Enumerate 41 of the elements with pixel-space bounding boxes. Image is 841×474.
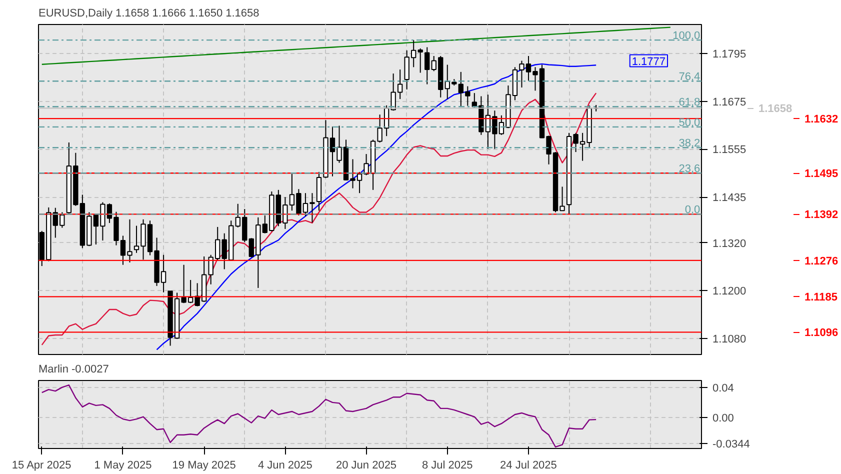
annotation: 1.1777 (632, 56, 666, 68)
x-tick-label: 24 Jul 2025 (500, 460, 557, 472)
annotation: 76,4 (678, 71, 700, 84)
x-tick-label: 20 Jun 2025 (336, 460, 397, 472)
y-tick-label: -0.0344 (712, 438, 750, 451)
y-tick-label: 1.1200 (712, 286, 746, 298)
annotation: 50,0 (678, 116, 700, 129)
ref-line-label: 1.1658 (758, 103, 792, 116)
annotation: 0.0 (684, 204, 700, 216)
ref-line-label: 1.1096 (804, 327, 838, 340)
y-tick-label: 1.1435 (712, 192, 746, 204)
line-series (41, 92, 597, 346)
x-tick-label: 1 May 2025 (94, 460, 152, 472)
annotation: 100.0 (672, 30, 700, 42)
annotation: 38,2 (678, 138, 700, 150)
candlestick (418, 48, 423, 74)
x-tick-label: 15 Apr 2025 (12, 460, 72, 472)
line-series (41, 384, 597, 448)
x-tick-label: 4 Jun 2025 (258, 460, 312, 472)
annotation: 61,8 (678, 96, 700, 109)
ref-line-label: 1.1495 (804, 168, 838, 180)
y-tick-label: 0.04 (712, 382, 734, 394)
x-tick-label: 19 May 2025 (172, 460, 236, 472)
y-tick-label: 1.1675 (712, 96, 746, 108)
y-tick-label: 1.1555 (712, 144, 746, 156)
line-series (156, 63, 597, 350)
annotation: 23,6 (678, 163, 700, 176)
y-tick-label: 1.1795 (712, 48, 746, 61)
candlestick (134, 225, 140, 254)
y-tick-label: 1.1080 (712, 334, 746, 346)
chart-title: Marlin -0.0027 (38, 364, 109, 376)
y-tick-label: 1.1320 (712, 238, 746, 250)
y-tick-label: 0.00 (712, 412, 734, 425)
ref-line-label: 1.1276 (804, 255, 838, 268)
candlestick (424, 46, 430, 85)
ref-line-label: 1.1632 (804, 114, 838, 126)
ref-line-label: 1.1185 (804, 292, 838, 304)
chart-title: EURUSD,Daily 1.1658 1.1666 1.1650 1.1658 (38, 8, 260, 20)
ref-line-label: 1.1392 (804, 209, 838, 222)
x-tick-label: 8 Jul 2025 (422, 460, 473, 472)
line-series (41, 26, 672, 65)
